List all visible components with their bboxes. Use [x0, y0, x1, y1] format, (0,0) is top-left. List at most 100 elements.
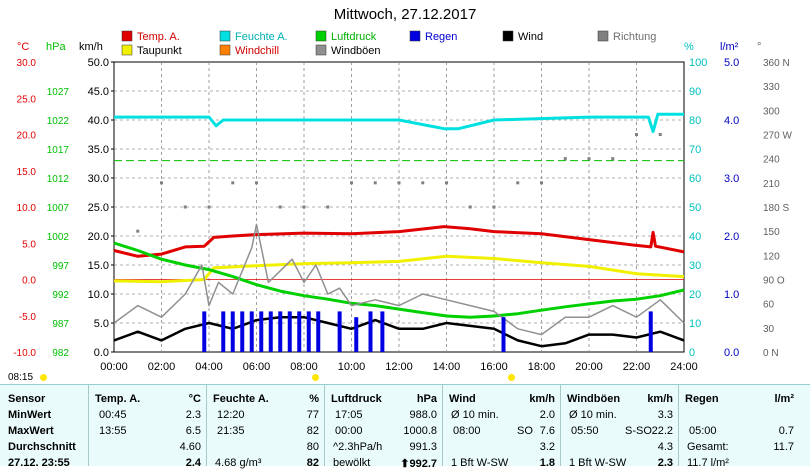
time-tick-label: 08:00	[290, 361, 318, 372]
direction-tick-label: 180 S	[763, 203, 789, 214]
rain-bar	[249, 311, 254, 352]
current-time-marker	[312, 374, 319, 381]
wind-tick-label: 30.0	[88, 173, 109, 185]
rain-bar	[316, 311, 321, 352]
direction-point	[278, 205, 282, 209]
rain-bar	[221, 311, 226, 352]
boeen-min-label: Ø 10 min.	[569, 409, 617, 421]
direction-point	[635, 133, 638, 136]
wind-tick-label: 5.0	[94, 318, 109, 330]
direction-point	[183, 205, 187, 209]
druck-min-time: 17:05	[335, 409, 363, 421]
temp-tick-label: 20.0	[17, 131, 37, 142]
pressure-tick-label: 982	[52, 348, 69, 359]
rain-tick-label: 0.0	[724, 347, 739, 359]
direction-point	[397, 181, 401, 185]
temp-max: 6.5	[185, 425, 201, 437]
rain-bar	[202, 311, 207, 352]
wind-tick-label: 50.0	[88, 57, 109, 69]
stats-col-boeen: Windböen km/h Ø 10 min. 3.3 05:50 S-SO 2…	[560, 385, 679, 469]
direction-point	[160, 181, 163, 185]
boeen-min: 3.3	[657, 409, 673, 421]
legend-label: Windböen	[331, 45, 381, 57]
druck-trend: ^2.3hPa/h	[333, 441, 383, 453]
legend-label: Regen	[425, 31, 457, 43]
rain-bar	[648, 311, 653, 352]
direction-point	[540, 181, 543, 185]
boeen-max-time: 05:50	[571, 425, 599, 437]
temp-tick-label: 5.0	[22, 239, 36, 250]
feuchte-max: 82	[306, 425, 319, 437]
feuchte-abs-humidity: 4.68 g/m³	[215, 457, 262, 469]
temp-title: Temp. A.	[95, 393, 141, 405]
legend-swatch	[121, 44, 133, 56]
temp-tick-label: 15.0	[17, 167, 37, 178]
temp-axis-unit: °C	[17, 41, 29, 53]
humidity-tick-label: 90	[689, 86, 701, 98]
wind-tick-label: 25.0	[88, 202, 109, 214]
boeen-current: 2.3	[657, 457, 673, 469]
row-label-avg: Durchschnitt	[8, 441, 76, 453]
regen-total-label: Gesamt:	[687, 441, 729, 453]
pressure-tick-label: 987	[52, 319, 69, 330]
legend-swatch	[502, 30, 514, 42]
humidity-tick-label: 30	[689, 260, 701, 272]
legend-label: Temp. A.	[137, 31, 180, 43]
sunset-marker	[508, 374, 515, 381]
time-tick-label: 22:00	[623, 361, 651, 372]
direction-point	[492, 205, 496, 209]
temp-tick-label: -10.0	[13, 348, 36, 359]
regen-total: 11.7	[773, 441, 794, 453]
wind-min: 2.0	[539, 409, 555, 421]
temp-min: 2.3	[185, 409, 201, 421]
wind-tick-label: 45.0	[88, 86, 109, 98]
pressure-axis-unit: hPa	[46, 41, 66, 53]
weather-chart: Temp. A. Feuchte A. Luftdruck Regen Wind Rich…	[13, 30, 792, 372]
wind-tick-label: 0.0	[94, 347, 109, 359]
temp-tick-label: 10.0	[17, 203, 37, 214]
stats-row-labels: Sensor MinWert MaxWert Durchschnitt 27.1…	[0, 385, 88, 469]
rain-bar	[297, 311, 302, 352]
rain-tick-label: 5.0	[724, 57, 739, 69]
rain-bar	[354, 317, 359, 352]
humidity-tick-label: 100	[689, 57, 707, 69]
statistics-table: Sensor MinWert MaxWert Durchschnitt 27.1…	[0, 384, 810, 470]
time-indicator-bar: 08:15	[0, 372, 810, 384]
stats-col-wind: Wind km/h Ø 10 min. 2.0 08:00 SO 7.6 3.2…	[442, 385, 561, 469]
wind-current: 1.8	[539, 457, 555, 469]
feuchte-current: 82	[306, 457, 319, 469]
direction-point	[350, 181, 353, 185]
regen-max: 0.7	[778, 425, 794, 437]
rain-tick-label: 3.0	[724, 173, 739, 185]
pressure-tick-label: 992	[52, 290, 69, 301]
stats-col-regen: Regen l/m² 05:00 0.7 Gesamt: 11.7 11.7 l…	[678, 385, 800, 469]
direction-point	[326, 205, 330, 209]
feuchte-unit: %	[309, 393, 319, 405]
regen-title: Regen	[685, 393, 719, 405]
direction-tick-label: 90 O	[763, 276, 785, 287]
humidity-tick-label: 70	[689, 144, 701, 156]
legend-label: Taupunkt	[137, 45, 182, 57]
rain-bar	[380, 311, 385, 352]
time-tick-label: 14:00	[433, 361, 461, 372]
pressure-tick-label: 1002	[47, 232, 70, 243]
windb-en-line	[113, 223, 685, 336]
rain-bar	[268, 311, 273, 352]
humidity-tick-label: 20	[689, 289, 701, 301]
pressure-tick-label: 1027	[47, 87, 70, 98]
boeen-max: 22.2	[651, 425, 673, 437]
pressure-tick-label: 1007	[47, 203, 70, 214]
time-tick-label: 04:00	[195, 361, 223, 372]
regen-unit: l/m²	[774, 393, 794, 405]
page-title: Mittwoch, 27.12.2017	[333, 6, 477, 23]
time-tick-label: 02:00	[148, 361, 176, 372]
rain-bar	[240, 311, 245, 352]
legend-swatch	[315, 30, 327, 42]
row-label-current: 27.12. 23:55	[8, 457, 70, 469]
wind-tick-label: 10.0	[88, 289, 109, 301]
direction-point	[587, 157, 591, 161]
pressure-tick-label: 997	[52, 261, 69, 272]
direction-tick-label: 210	[763, 179, 780, 190]
wind-max: 7.6	[539, 425, 555, 437]
pressure-tick-label: 1017	[47, 145, 70, 156]
